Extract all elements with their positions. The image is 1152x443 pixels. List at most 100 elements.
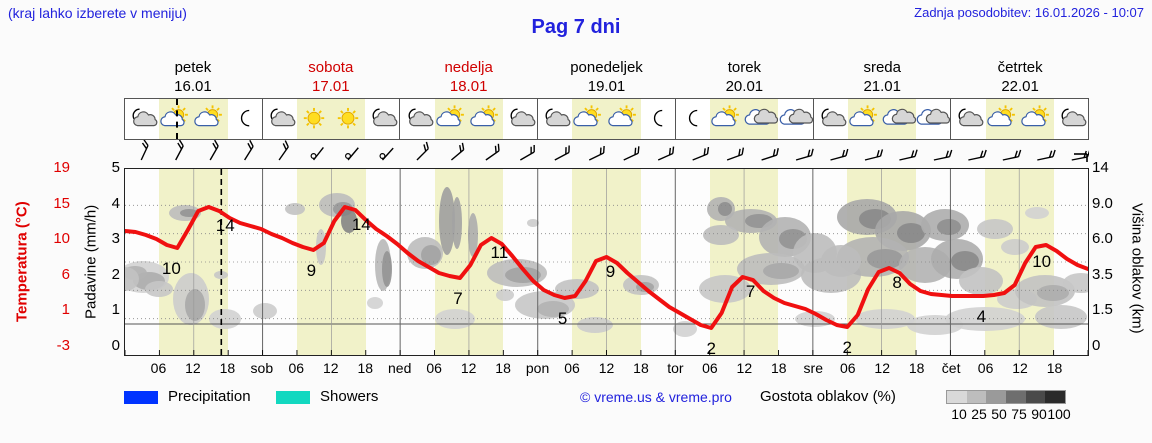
moon-icon: [641, 99, 675, 139]
pt-4: 1: [111, 301, 120, 319]
location-menu-note[interactable]: (kraj lahko izberete v meniju): [8, 5, 187, 21]
sun-cloud-icon: [159, 99, 194, 139]
temperature-axis-ticks: 19 15 10 6 1 -3: [36, 159, 70, 366]
cloud-density-step-3: [1006, 391, 1026, 403]
legend: Precipitation Showers © vreme.us & vreme…: [124, 388, 1144, 428]
time-label-24: 06: [977, 360, 994, 376]
last-updated-label: Zadnja posodobitev: 16.01.2026 - 10:07: [914, 5, 1144, 20]
day-name: sreda: [863, 59, 901, 76]
day-header-row: petek 16.01 sobota 17.01 nedelja 18.01 ponedel…: [124, 58, 1089, 98]
time-label-14: 18: [633, 360, 649, 376]
day-header-2: nedelja 18.01: [400, 58, 538, 98]
sun-cloud-icon: [468, 99, 503, 139]
weather-icon-strip: [124, 98, 1089, 140]
time-label-5: 12: [322, 360, 339, 376]
moon-cloud-icon: [951, 99, 985, 139]
ct-2: 6.0: [1092, 230, 1113, 248]
time-label-4: 06: [288, 360, 305, 376]
cloud-height-axis-ticks: 14 9.0 6.0 3.5 1.5 0: [1092, 159, 1132, 366]
time-label-2: 18: [219, 360, 236, 376]
cloud-density-label-4: 90: [1031, 406, 1047, 422]
day-name: sobota: [308, 59, 354, 76]
tt-3: 6: [61, 265, 70, 283]
svg-text:7: 7: [746, 282, 755, 301]
time-label-9: 12: [460, 360, 477, 376]
cloud-density-ramp: [946, 390, 1066, 404]
cloud-density-step-4: [1025, 391, 1046, 403]
time-label-23: čet: [941, 360, 961, 376]
current-time-marker: [176, 99, 179, 139]
time-axis: 06 12 18 sob 06 12 18 ned 06 12 18 pon 06 12 18 tor 06 12…: [124, 358, 1089, 380]
time-label-18: 18: [771, 360, 787, 376]
tt-5: -3: [56, 337, 70, 354]
icon-day-5: [814, 99, 952, 139]
ct-3: 3.5: [1092, 265, 1113, 283]
cloud-density-legend-title: Gostota oblakov (%): [760, 388, 896, 405]
svg-text:2: 2: [843, 338, 852, 355]
cloud-icon: [881, 99, 917, 139]
cloud-density-label-3: 75: [1011, 406, 1027, 422]
moon-cloud-icon: [263, 99, 297, 139]
copyright-label[interactable]: © vreme.us & vreme.pro: [580, 389, 732, 405]
day-date: 19.01: [587, 78, 626, 95]
icon-day-2: [400, 99, 539, 139]
moon-cloud-icon: [814, 99, 848, 139]
cloud-icon: [744, 99, 779, 139]
ct-1: 9.0: [1092, 194, 1113, 212]
time-label-17: 12: [736, 360, 753, 376]
day-date: 22.01: [1001, 78, 1039, 95]
time-label-25: 12: [1012, 360, 1028, 376]
moon-icon: [676, 99, 710, 139]
time-label-13: 12: [598, 360, 615, 376]
day-name: torek: [727, 59, 762, 76]
tt-2: 10: [53, 230, 70, 248]
tt-0: 19: [53, 159, 70, 176]
tt-1: 15: [53, 194, 70, 212]
icon-day-6: [951, 99, 1088, 139]
sun-cloud-icon: [193, 99, 228, 139]
svg-text:11: 11: [491, 243, 509, 262]
time-label-6: 18: [357, 360, 374, 376]
pt-0: 5: [111, 159, 120, 176]
cloud-density-step-2: [986, 391, 1007, 403]
sun-icon: [296, 99, 332, 139]
day-header-4: torek 20.01: [675, 58, 813, 98]
moon-cloud-icon: [538, 99, 572, 139]
moon-cloud-icon: [503, 99, 537, 139]
time-label-19: sre: [803, 360, 823, 376]
pt-5: 0: [111, 337, 120, 354]
sun-cloud-icon: [434, 99, 469, 139]
day-date: 21.01: [863, 78, 901, 95]
time-label-16: 06: [702, 360, 718, 376]
day-date: 18.01: [449, 78, 488, 95]
sun-cloud-icon: [847, 99, 882, 139]
moon-cloud-icon: [400, 99, 434, 139]
time-label-8: 06: [426, 360, 442, 376]
day-name: nedelja: [444, 59, 493, 76]
svg-text:7: 7: [453, 289, 462, 308]
time-label-10: 18: [495, 360, 511, 376]
cloud-height-axis-title: Višina oblakov (km): [1128, 202, 1146, 334]
icon-day-4: [676, 99, 814, 139]
pt-2: 3: [111, 230, 120, 248]
precipitation-axis-ticks: 5 4 3 2 1 0: [100, 159, 122, 366]
showers-legend-label: Showers: [320, 388, 379, 405]
tt-4: 1: [61, 301, 70, 319]
cloud-density-label-5: 100: [1047, 406, 1071, 422]
cloud-density-label-1: 25: [971, 406, 987, 422]
cloud-density-step-1: [966, 391, 987, 403]
icon-day-3: [538, 99, 676, 139]
svg-text:9: 9: [606, 262, 615, 281]
ct-4: 1.5: [1092, 301, 1113, 319]
cloud-density-label-0: 10: [951, 406, 967, 422]
day-name: četrtek: [997, 59, 1043, 76]
icon-day-1: [263, 99, 401, 139]
pt-3: 2: [111, 265, 120, 283]
cloud-icon: [916, 99, 951, 139]
day-date: 17.01: [312, 78, 350, 95]
ct-5: 0: [1092, 337, 1101, 354]
svg-text:5: 5: [558, 309, 567, 328]
moon-cloud-icon: [1054, 99, 1088, 139]
sun-cloud-icon: [572, 99, 607, 139]
showers-swatch: [276, 391, 310, 404]
